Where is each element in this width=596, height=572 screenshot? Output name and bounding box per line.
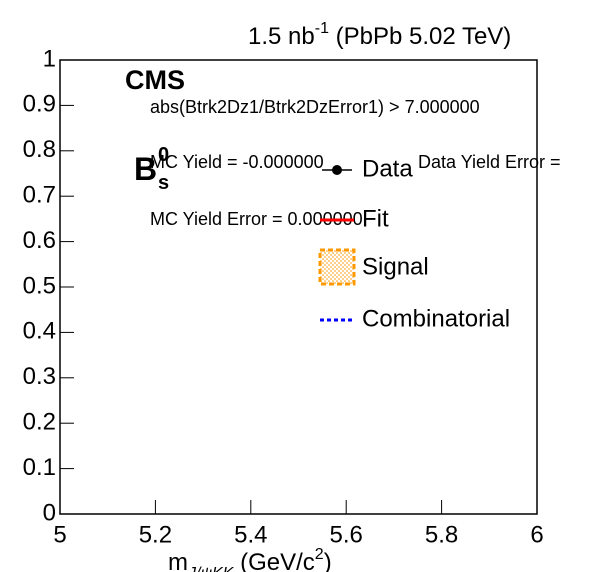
legend-marker: [318, 248, 356, 286]
x-tick-label: 5.2: [139, 521, 172, 548]
x-tick-label: 6: [530, 521, 543, 548]
lumi: 1.5 nb: [248, 23, 315, 50]
y-tick-label: 0.9: [23, 91, 56, 118]
annotation: Data Yield Error =: [418, 152, 561, 172]
legend-label: Combinatorial: [362, 305, 510, 332]
x-label-close: ): [324, 549, 332, 572]
x-label-unit: (GeV/c: [233, 549, 314, 572]
x-label-main: m: [168, 549, 188, 572]
x-axis-label: mJ/ψKK (GeV/c2): [168, 546, 332, 572]
particle-sup: 0: [158, 144, 169, 166]
legend-label: Signal: [362, 253, 429, 280]
experiment: CMS: [125, 65, 185, 95]
legend-label: Data: [362, 155, 413, 182]
y-tick-label: 0.2: [23, 409, 56, 436]
x-tick-label: 5.6: [330, 521, 363, 548]
particle-sub: s: [158, 172, 169, 194]
x-label-sup: 2: [315, 546, 324, 563]
system: (PbPb 5.02 TeV): [329, 23, 511, 50]
lumi-sup: -1: [315, 20, 329, 37]
annotation: MC Yield Error = 0.000000: [150, 209, 363, 229]
y-tick-label: 1: [43, 45, 56, 72]
legend-marker: [332, 165, 342, 175]
y-tick-label: 0: [43, 499, 56, 526]
x-tick-label: 5.4: [234, 521, 267, 548]
legend-label: Fit: [362, 205, 389, 232]
annotation: MC Yield = -0.000000: [150, 152, 324, 172]
x-tick-label: 5: [53, 521, 66, 548]
y-tick-label: 0.4: [23, 318, 56, 345]
plot-frame: [59, 59, 538, 515]
y-tick-label: 0.1: [23, 454, 56, 481]
y-tick-label: 0.8: [23, 136, 56, 163]
particle: B0 s: [134, 144, 169, 194]
y-tick-label: 0.7: [23, 182, 56, 209]
annotation: abs(Btrk2Dz1/Btrk2DzError1) > 7.000000: [150, 97, 480, 117]
x-label-sub: J/ψKK: [187, 565, 235, 572]
x-tick-label: 5.8: [425, 521, 458, 548]
y-tick-label: 0.6: [23, 227, 56, 254]
y-tick-label: 0.5: [23, 272, 56, 299]
header: 1.5 nb-1 (PbPb 5.02 TeV): [248, 20, 511, 50]
y-tick-label: 0.3: [23, 363, 56, 390]
particle-base: B: [134, 151, 157, 187]
